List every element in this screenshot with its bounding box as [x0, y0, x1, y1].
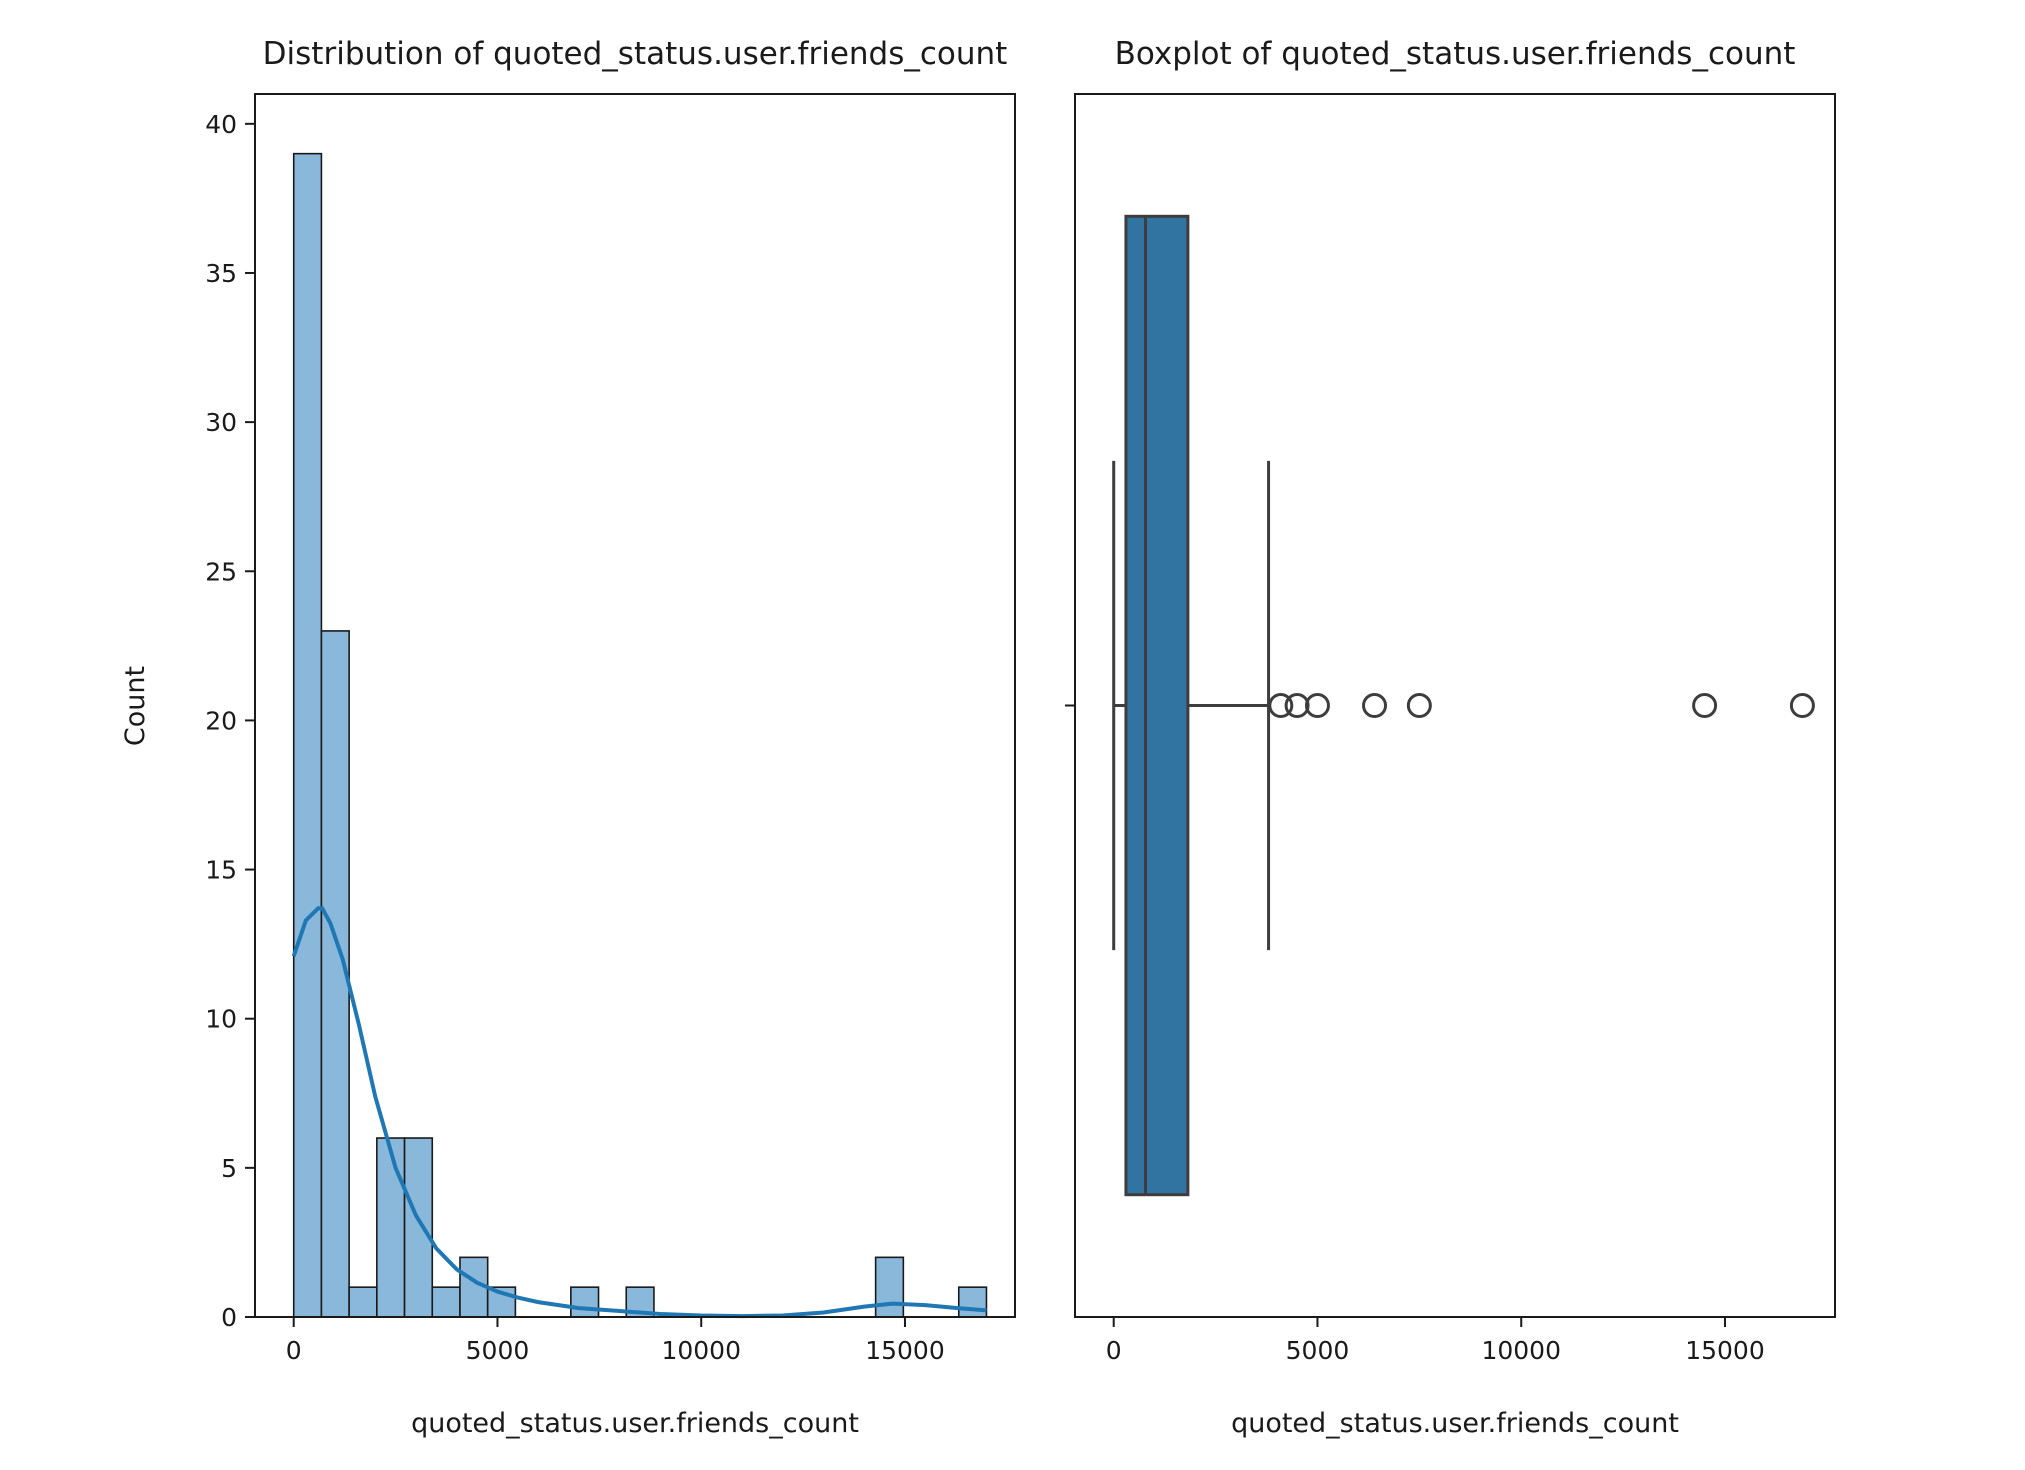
outlier-point — [1284, 693, 1310, 718]
histogram-bar — [874, 1256, 905, 1318]
y-tick-label: 10 — [205, 1005, 237, 1034]
boxplot-title: Boxplot of quoted_status.user.friends_co… — [1115, 36, 1796, 72]
histogram-panel: 0 5000 10000 15000 0 5 10 15 20 25 30 35 40 Distrib… — [120, 36, 1016, 1439]
histogram-bar — [431, 1286, 461, 1318]
histogram-bars — [292, 152, 988, 1318]
x-tick-label: 5000 — [466, 1336, 530, 1365]
y-tick-label: 35 — [205, 259, 237, 288]
histogram-title: Distribution of quoted_status.user.frien… — [263, 36, 1008, 72]
kde-curve — [291, 906, 987, 1319]
histogram-axes-frame — [254, 93, 1016, 1318]
boxplot-x-ticks: 0 5000 10000 15000 — [1106, 1317, 1765, 1365]
histogram-bar — [376, 1137, 406, 1318]
x-tick-label: 15000 — [1685, 1336, 1765, 1365]
x-tick-label: 0 — [1106, 1336, 1122, 1365]
boxplot-panel: 0 5000 10000 15000 Boxplot of quoted_status… — [1065, 36, 1836, 1439]
outlier-point — [1692, 693, 1718, 718]
y-tick-label: 40 — [205, 110, 237, 139]
y-tick-label: 15 — [205, 856, 237, 885]
histogram-y-ticks: 0 5 10 15 20 25 30 35 40 — [205, 110, 255, 1332]
y-tick-label: 20 — [205, 706, 237, 735]
histogram-bar — [570, 1286, 600, 1318]
boxplot-axes-frame — [1074, 93, 1836, 1318]
y-tick-label: 0 — [221, 1303, 237, 1332]
outlier-point — [1268, 693, 1294, 718]
iqr-box — [1124, 214, 1190, 1197]
histogram-x-axis-label: quoted_status.user.friends_count — [411, 1408, 859, 1439]
x-tick-label: 0 — [286, 1336, 302, 1365]
x-tick-label: 10000 — [1481, 1336, 1561, 1365]
histogram-y-axis-label: Count — [120, 666, 151, 746]
histogram-bar — [957, 1286, 988, 1318]
outlier-point — [1362, 693, 1388, 718]
histogram-bar — [403, 1137, 434, 1318]
histogram-bar — [348, 1286, 378, 1318]
x-tick-label: 5000 — [1286, 1336, 1350, 1365]
histogram-bar — [292, 152, 323, 1318]
outlier-point — [1304, 693, 1330, 718]
x-tick-label: 15000 — [865, 1336, 945, 1365]
boxplot-x-axis-label: quoted_status.user.friends_count — [1231, 1408, 1679, 1439]
histogram-x-ticks: 0 5000 10000 15000 — [286, 1317, 945, 1365]
boxplot-marks — [1112, 214, 1815, 1197]
y-tick-label: 30 — [205, 408, 237, 437]
y-tick-label: 5 — [221, 1154, 237, 1183]
x-tick-label: 10000 — [661, 1336, 741, 1365]
outlier-point — [1406, 693, 1432, 718]
y-tick-label: 25 — [205, 557, 237, 586]
outlier-point — [1789, 693, 1815, 718]
